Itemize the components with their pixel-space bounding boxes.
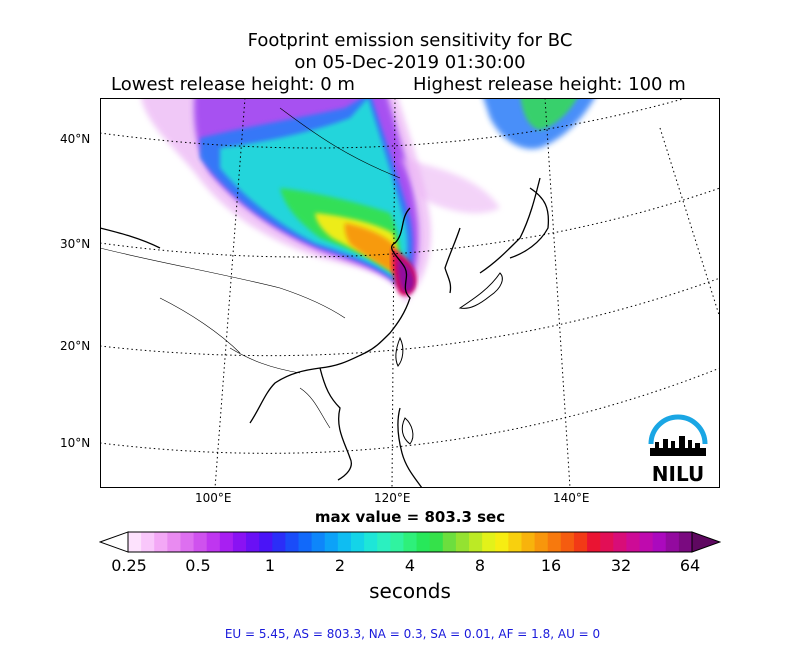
colorbar-cell [600,532,614,552]
lon-tick-100: 100°E [195,491,232,505]
colorbar-label-2: 1 [264,556,276,575]
colorbar-cell [639,532,654,552]
map-frame [100,98,720,488]
colorbar-label-8: 64 [679,556,701,575]
colorbar-arrow-high [691,531,721,553]
colorbar-label-5: 8 [474,556,486,575]
coastlines [100,177,550,488]
colorbar-cell [482,532,496,552]
logo-skyline-icon [650,436,706,456]
colorbar [99,531,721,553]
colorbar-cell [337,532,352,552]
colorbar-cell [534,532,549,552]
colorbar-cell [442,532,457,552]
colorbar-cell [206,532,221,552]
colorbar-cell [128,532,142,552]
chart-title-line2: on 05-Dec-2019 01:30:00 [294,52,526,73]
colorbar-cell [403,532,418,552]
chart-title-line1: Footprint emission sensitivity for BC [247,30,573,51]
country-borders [100,107,401,429]
colorbar-cell [285,532,300,552]
colorbar-cell [246,532,260,552]
colorbar-cell [167,532,182,552]
colorbar-cell [495,532,509,552]
plume-level-orange [344,223,397,274]
colorbar-cell [573,532,588,552]
colorbar-cell [547,532,562,552]
colorbar-cell [324,532,339,552]
plume-northeast-inner [520,98,578,130]
colorbar-label-3: 2 [334,556,346,575]
colorbar-cell [613,532,628,552]
colorbar-cell [259,532,273,552]
colorbar-cell [272,532,286,552]
colorbar-label-1: 0.5 [185,556,211,575]
colorbar-label-4: 4 [404,556,416,575]
plume-east-lilac [400,158,500,214]
lat-tick-30: 30°N [60,237,91,251]
graticule [100,98,720,488]
footprint-plume [141,98,595,303]
footprint-map [100,98,720,488]
lat-tick-40: 40°N [60,132,91,146]
lat-tick-20: 20°N [60,339,91,353]
colorbar-cell [193,532,208,552]
colorbar-label-0: 0.25 [111,556,147,575]
release-height-high: Highest release height: 100 m [413,74,686,95]
colorbar-cell [232,532,247,552]
colorbar-cell [469,532,483,552]
islands [395,272,503,445]
nilu-logo: NILU [648,414,708,484]
colorbar-cell [180,532,195,552]
lat-tick-10: 10°N [60,436,91,450]
colorbar-cell [219,532,234,552]
colorbar-cell [508,532,523,552]
colorbar-cell [350,532,365,552]
colorbar-cell [364,532,378,552]
max-value-label: max value = 803.3 sec [314,508,506,526]
colorbar-label-7: 32 [610,556,632,575]
colorbar-cell [587,532,601,552]
colorbar-cell [311,532,326,552]
lon-tick-120: 120°E [374,491,411,505]
logo-arc [648,414,708,445]
colorbar-cell [141,532,155,552]
colorbar-cell [416,532,431,552]
colorbar-cell [455,532,470,552]
colorbar-cell [678,532,693,552]
colorbar-cell [626,532,641,552]
logo-text: NILU [652,462,704,484]
colorbar-units: seconds [369,579,451,603]
colorbar-cell [560,532,575,552]
release-height-low: Lowest release height: 0 m [111,74,355,95]
colorbar-label-6: 16 [540,556,562,575]
colorbar-cell [521,532,536,552]
colorbar-cell [665,532,680,552]
region-stats: EU = 5.45, AS = 803.3, NA = 0.3, SA = 0.… [224,627,601,641]
colorbar-cell [154,532,168,552]
colorbar-arrow-low [99,531,129,553]
colorbar-cell [298,532,313,552]
colorbar-cell [429,532,444,552]
lon-tick-140: 140°E [553,491,590,505]
colorbar-cell [377,532,391,552]
colorbar-cell [390,532,405,552]
colorbar-cell [652,532,667,552]
